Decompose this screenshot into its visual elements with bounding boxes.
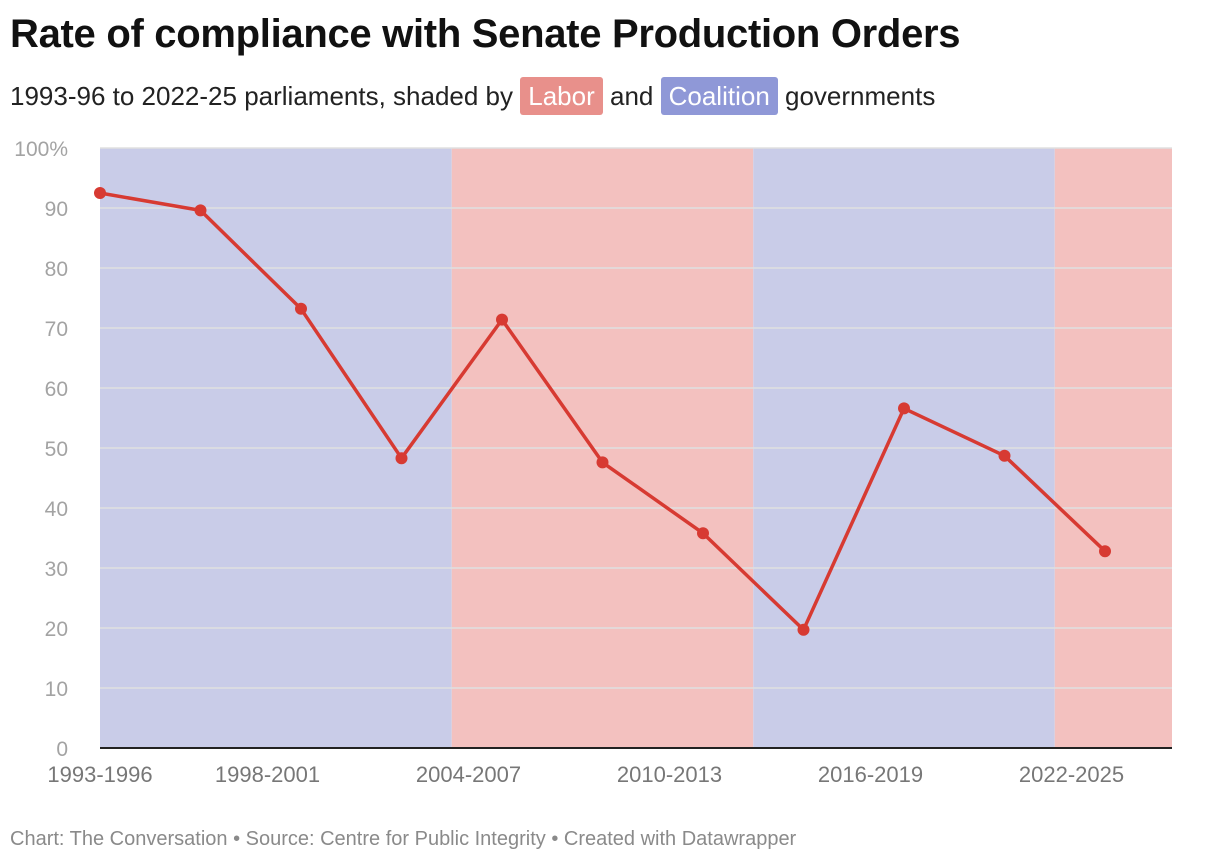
labor-legend-tag: Labor <box>520 77 603 115</box>
y-tick-label-30: 30 <box>45 558 68 581</box>
coalition-legend-tag: Coalition <box>660 77 778 115</box>
y-tick-label-80: 80 <box>45 258 68 281</box>
chart-subtitle: 1993-96 to 2022-25 parliaments, shaded b… <box>10 76 935 116</box>
line-chart: 0 10 20 30 40 50 60 70 80 90 100% 1993-1996 1998-20… <box>14 138 1172 787</box>
x-axis: 1993-1996 1998-2001 2004-2007 2010-2013 2016… <box>47 762 1124 787</box>
data-point-2005 <box>496 313 508 326</box>
data-point-2008 <box>596 456 609 469</box>
y-tick-label-100: 100% <box>14 138 68 161</box>
y-tick-label-90: 90 <box>45 198 68 221</box>
x-tick-label-2004-2007: 2004-2007 <box>416 762 521 787</box>
data-point-2017 <box>898 402 910 415</box>
x-tick-label-2022-2025: 2022-2025 <box>1019 762 1124 787</box>
subtitle-suffix: governments <box>785 81 936 111</box>
y-tick-label-0: 0 <box>56 738 68 761</box>
y-axis: 0 10 20 30 40 50 60 70 80 90 100% <box>14 138 68 761</box>
data-point-1999 <box>295 302 307 315</box>
chart-title: Rate of compliance with Senate Productio… <box>10 12 961 56</box>
y-tick-label-70: 70 <box>45 318 68 341</box>
data-point-2002 <box>395 452 408 465</box>
x-tick-label-2016-2019: 2016-2019 <box>818 762 923 787</box>
x-tick-label-1993-1996: 1993-1996 <box>47 762 152 787</box>
y-tick-label-10: 10 <box>45 678 68 701</box>
data-point-2011 <box>697 527 709 540</box>
x-tick-label-1998-2001: 1998-2001 <box>215 762 320 787</box>
subtitle-and: and <box>609 81 654 111</box>
y-tick-label-50: 50 <box>45 438 68 461</box>
data-point-2023 <box>1099 545 1111 558</box>
gridlines <box>100 147 1172 749</box>
chart-footer: Chart: The Conversation • Source: Centre… <box>10 828 797 850</box>
y-tick-label-20: 20 <box>45 618 68 641</box>
y-tick-label-60: 60 <box>45 378 68 401</box>
y-tick-label-40: 40 <box>45 498 68 521</box>
data-point-2020 <box>998 449 1011 462</box>
data-point-2014 <box>797 623 810 636</box>
data-point-1996 <box>194 204 207 217</box>
subtitle-prefix: 1993-96 to 2022-25 parliaments, shaded b… <box>10 81 514 111</box>
series-compliance-rate <box>94 187 1111 636</box>
x-tick-label-2010-2013: 2010-2013 <box>617 762 722 787</box>
data-point-1993 <box>94 187 106 199</box>
